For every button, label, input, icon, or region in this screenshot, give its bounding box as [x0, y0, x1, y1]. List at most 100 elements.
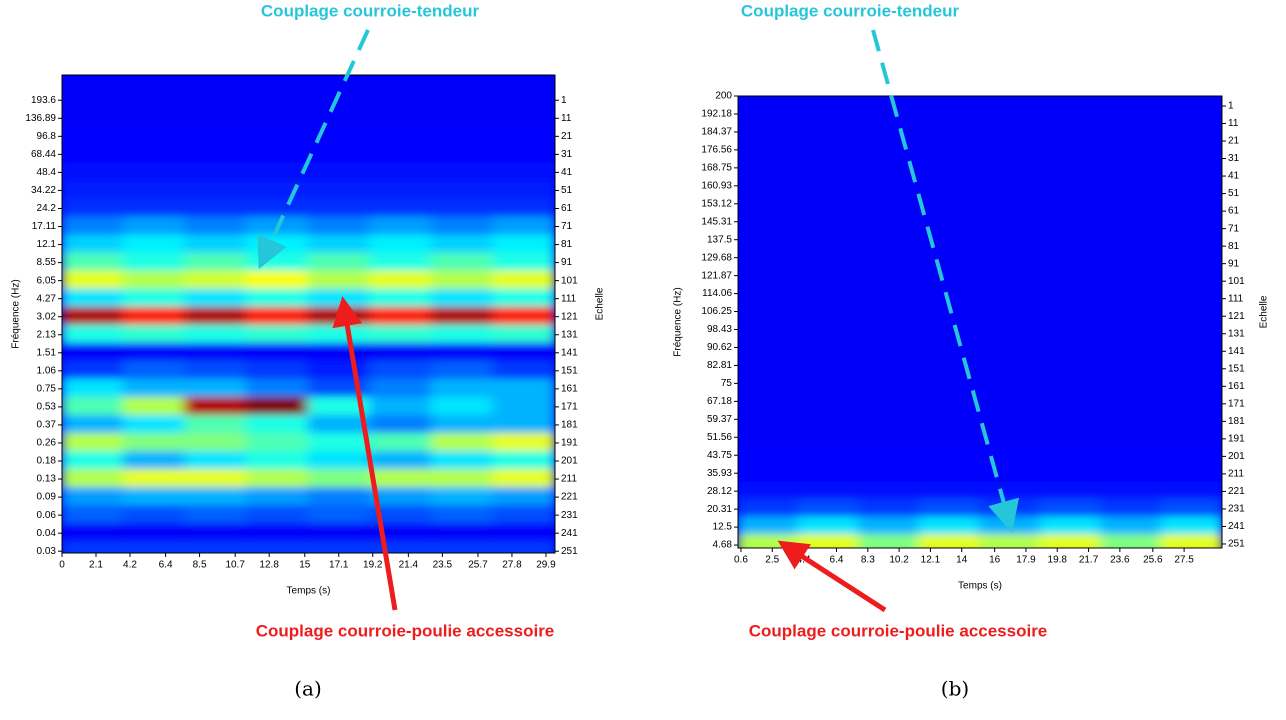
heatmap-cell — [1039, 166, 1102, 186]
heatmap-cell — [1100, 166, 1163, 186]
heatmap-cell — [492, 288, 555, 309]
heatmap-cell — [184, 144, 248, 165]
heatmap-cell — [1100, 218, 1163, 239]
y2-tick-label: 91 — [561, 257, 573, 268]
heatmap-cell — [1100, 394, 1163, 414]
heatmap-cell — [492, 234, 555, 255]
heatmap-cell — [738, 499, 800, 519]
heatmap-cell — [122, 342, 187, 363]
heatmap-cell — [122, 252, 187, 273]
y2-axis-label: Echelle — [595, 287, 606, 320]
x-tick-label: 23.5 — [433, 560, 453, 571]
y2-tick-label: 121 — [561, 311, 578, 322]
y-tick-label: 121.87 — [701, 270, 732, 281]
heatmap-cell — [858, 218, 921, 239]
heatmap-cell — [184, 180, 248, 201]
heatmap-cell — [184, 216, 248, 237]
caption: (b) — [941, 677, 969, 701]
heatmap-cell — [979, 148, 1042, 169]
y-tick-label: 136.89 — [25, 113, 56, 124]
heatmap-cell — [184, 288, 248, 309]
heatmap-cell — [245, 432, 310, 453]
y2-tick-label: 181 — [1228, 416, 1245, 427]
heatmap-cell — [369, 198, 433, 219]
heatmap-cell — [797, 306, 860, 326]
heatmap-cell — [797, 183, 860, 204]
annotation: Couplage courroie-poulie accessoire — [749, 621, 1048, 640]
x-tick-label: 27.5 — [1174, 555, 1194, 566]
heatmap-cell — [430, 487, 495, 508]
heatmap-cell — [369, 396, 433, 417]
heatmap-cell — [122, 234, 187, 255]
heatmap-cell — [307, 90, 372, 111]
heatmap-cell — [918, 218, 981, 239]
heatmap-cell — [430, 90, 495, 111]
heatmap-cell — [307, 234, 372, 255]
heatmap-cell — [245, 180, 310, 201]
heatmap-cell — [858, 499, 921, 519]
y-tick-label: 24.2 — [37, 203, 57, 214]
heatmap-cell — [738, 516, 800, 537]
heatmap-cell — [245, 234, 310, 255]
heatmap-cell — [1160, 201, 1222, 221]
heatmap-cell — [1100, 271, 1163, 291]
heatmap-cell — [979, 376, 1042, 397]
y2-tick-label: 51 — [1228, 188, 1240, 199]
heatmap-cell — [307, 523, 372, 544]
heatmap-cell — [492, 469, 555, 490]
heatmap-cell — [918, 271, 981, 291]
heatmap-cell — [307, 360, 372, 381]
heatmap-cell — [1100, 113, 1163, 134]
heatmap-cell — [492, 360, 555, 381]
y-tick-label: 20.31 — [707, 504, 732, 515]
y-tick-label: 96.8 — [37, 131, 57, 142]
heatmap-cell — [797, 96, 860, 116]
heatmap-cell — [492, 414, 555, 435]
heatmap-cell — [797, 394, 860, 414]
y-tick-label: 4.27 — [37, 293, 57, 304]
heatmap-cell — [369, 487, 433, 508]
heatmap-cell — [62, 541, 125, 553]
heatmap-cell — [122, 487, 187, 508]
heatmap-cell — [369, 162, 433, 183]
y2-tick-label: 241 — [1228, 521, 1245, 532]
heatmap-cell — [430, 432, 495, 453]
heatmap-cell — [122, 306, 187, 327]
x-tick-label: 0.6 — [734, 555, 748, 566]
heatmap-cell — [430, 216, 495, 237]
y-tick-label: 0.26 — [37, 438, 57, 449]
heatmap-cell — [307, 306, 372, 327]
heatmap-cell — [62, 90, 125, 111]
y-tick-label: 129.68 — [701, 252, 732, 263]
heatmap-cell — [430, 469, 495, 490]
heatmap-cell — [430, 505, 495, 526]
heatmap-cell — [797, 429, 860, 449]
y-tick-label: 0.37 — [37, 420, 57, 431]
heatmap-cell — [738, 341, 800, 362]
heatmap-cell — [184, 270, 248, 291]
heatmap-cell — [122, 324, 187, 345]
heatmap-cell — [858, 148, 921, 169]
heatmap-cell — [1100, 323, 1163, 344]
heatmap-cell — [369, 252, 433, 273]
x-tick-label: 17.1 — [329, 560, 349, 571]
heatmap-cell — [979, 306, 1042, 326]
heatmap-cell — [245, 342, 310, 363]
heatmap-cell — [858, 394, 921, 414]
y2-tick-label: 191 — [1228, 433, 1245, 444]
heatmap-cell — [797, 131, 860, 151]
x-tick-label: 14 — [956, 555, 968, 566]
heatmap-cell — [979, 131, 1042, 151]
heatmap-cell — [62, 108, 125, 129]
y-tick-label: 98.43 — [707, 324, 732, 335]
heatmap-cell — [918, 394, 981, 414]
y-tick-label: 0.53 — [37, 402, 57, 413]
y2-tick-label: 131 — [561, 329, 578, 340]
heatmap-cell — [918, 96, 981, 116]
heatmap-cell — [122, 360, 187, 381]
heatmap-cell — [1100, 359, 1163, 379]
heatmap-cell — [1039, 271, 1102, 291]
heatmap-cell — [1160, 253, 1222, 274]
y2-tick-label: 91 — [1228, 258, 1240, 269]
heatmap-cell — [858, 253, 921, 274]
